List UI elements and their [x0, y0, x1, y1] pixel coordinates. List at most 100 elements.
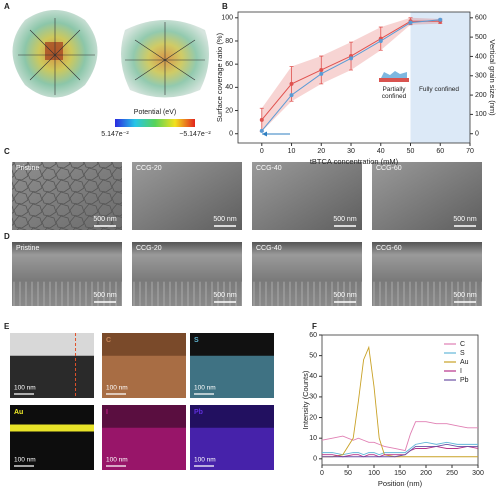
eds-map [10, 405, 94, 470]
x-tick-label: 200 [420, 470, 432, 477]
x-tick-label: 300 [472, 470, 484, 477]
y-tick-label: 60 [225, 61, 233, 68]
sem-image [372, 162, 482, 230]
x-tick-label: 70 [466, 148, 474, 155]
y-tick-label: 80 [225, 38, 233, 45]
x-tick-label: 60 [436, 148, 444, 155]
data-line [321, 421, 478, 452]
data-point [289, 81, 294, 86]
y-axis-title: Surface coverage ratio (%) [215, 32, 224, 122]
element-band [102, 427, 186, 470]
y-tick-label: 10 [309, 435, 317, 442]
y-tick-label: 0 [229, 131, 233, 138]
sample-label: Pristine [16, 245, 39, 252]
y2-tick-label: 200 [475, 92, 487, 99]
data-point [319, 67, 324, 72]
annotation: Partially confined [381, 86, 407, 100]
error-band [261, 17, 441, 132]
scale-bar-label: 100 nm [106, 385, 128, 392]
panel-label: C [4, 147, 10, 156]
sample-label: CCG-40 [256, 165, 282, 172]
data-point [408, 20, 413, 25]
y2-tick-label: 100 [475, 111, 487, 118]
y2-tick-label: 600 [475, 15, 487, 22]
x-tick-label: 30 [347, 148, 355, 155]
plot-frame [237, 11, 471, 144]
scale-bar-label: 500 nm [213, 216, 237, 223]
sem-image [132, 162, 242, 230]
panel-label: F [312, 322, 317, 331]
data-point [319, 71, 324, 76]
shaded-region [410, 12, 470, 143]
scale-bar-label: 100 nm [194, 385, 216, 392]
data-point [289, 93, 294, 98]
element-label: I [106, 409, 108, 416]
y-tick-label: 20 [309, 414, 317, 421]
element-label: C [106, 337, 111, 344]
data-line [322, 441, 478, 456]
panel-label: B [222, 2, 228, 11]
element-band [190, 427, 274, 470]
legend-label: Au [460, 359, 469, 366]
sample-label: CCG-40 [256, 245, 282, 252]
sample-label: CCG-60 [376, 245, 402, 252]
y2-tick-label: 0 [475, 131, 479, 138]
panel-label: A [4, 2, 10, 11]
x-tick-label: 50 [407, 148, 415, 155]
scale-bar-label: 500 nm [333, 292, 357, 299]
element-band [10, 424, 94, 432]
x-tick-label: 0 [320, 470, 324, 477]
legend-label: Pb [460, 377, 469, 384]
x-tick-label: 50 [344, 470, 352, 477]
x-tick-label: 20 [317, 148, 325, 155]
molecule-render-right [121, 20, 209, 98]
legend-label: C [460, 341, 465, 348]
scale-bar-label: 100 nm [106, 457, 128, 464]
element-label: Au [14, 409, 23, 416]
grain-texture [12, 162, 122, 230]
element-label: Pb [194, 409, 203, 416]
scale-bar-label: 500 nm [453, 292, 477, 299]
y2-tick-label: 300 [475, 73, 487, 80]
y-tick-label: 0 [313, 456, 317, 463]
y-tick-label: 40 [309, 373, 317, 380]
panel-label: D [4, 232, 10, 241]
y2-axis-title: Vertical grain size (nm) [488, 39, 497, 116]
x-tick-label: 40 [377, 148, 385, 155]
y-tick-label: 50 [309, 352, 317, 359]
x-axis-title: tBTCA concentration (mM) [310, 157, 399, 166]
scale-bar-label: 100 nm [194, 457, 216, 464]
colorbar-max: −5.147e⁻² [179, 131, 211, 138]
sample-label: CCG-20 [136, 245, 162, 252]
y-tick-label: 20 [225, 107, 233, 114]
annotation: Fully confined [418, 86, 460, 93]
colorbar-title: Potential (eV) [134, 109, 176, 116]
y-axis-title: Intensity (Counts) [301, 370, 310, 429]
colorbar-min: 5.147e⁻² [101, 131, 129, 138]
legend-label: S [460, 350, 465, 357]
x-tick-label: 150 [394, 470, 406, 477]
sem-image [252, 162, 362, 230]
data-line [322, 345, 478, 458]
molecule-render-left [12, 10, 98, 98]
x-tick-label: 10 [288, 148, 296, 155]
scale-bar-label: 500 nm [333, 216, 357, 223]
x-axis-title: Position (nm) [378, 479, 423, 488]
y-tick-label: 40 [225, 84, 233, 91]
data-line [322, 445, 479, 458]
sample-label: CCG-20 [136, 165, 162, 172]
y-tick-label: 100 [221, 15, 233, 22]
element-band [102, 355, 186, 398]
element-label: S [194, 337, 199, 344]
y-tick-label: 60 [309, 332, 317, 339]
colorbar [115, 119, 195, 127]
scale-bar-label: 500 nm [93, 292, 117, 299]
data-point [438, 17, 443, 22]
scale-bar-label: 500 nm [213, 292, 237, 299]
scale-bar-label: 100 nm [14, 457, 36, 464]
scale-bar-label: 500 nm [453, 216, 477, 223]
y2-tick-label: 400 [475, 53, 487, 60]
element-band [190, 355, 274, 398]
